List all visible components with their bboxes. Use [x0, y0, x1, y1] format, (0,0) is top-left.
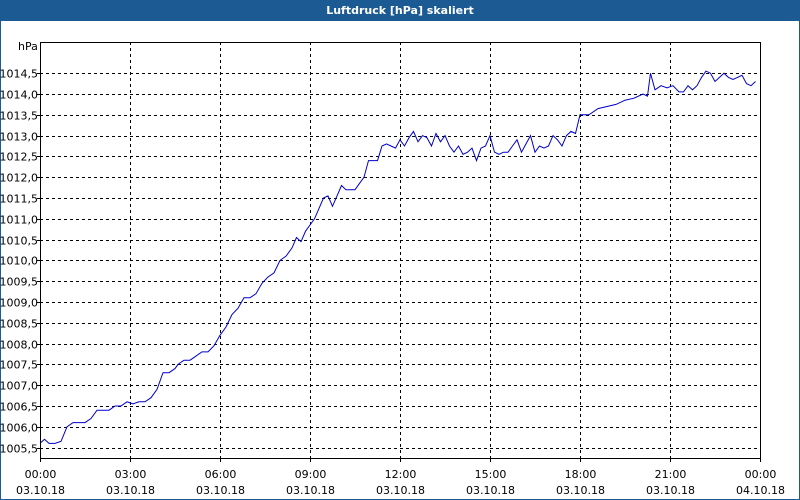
- x-tick-date-label: 04.10.18: [736, 484, 785, 497]
- x-tick-date-label: 03.10.18: [376, 484, 425, 497]
- x-tick-time-label: 00:00: [25, 468, 57, 481]
- x-tick-time-label: 21:00: [655, 468, 687, 481]
- x-tick-time-label: 18:00: [565, 468, 597, 481]
- y-tick-label: 1011,0: [0, 214, 38, 227]
- series-line: [39, 70, 756, 444]
- tick-layer: 1005,5 1006,0 1006,5 1007,0 1007,5 1008,0 1008…: [0, 68, 785, 498]
- x-tick-time-label: 12:00: [385, 468, 417, 481]
- chart-title: Luftdruck [hPa] skaliert: [1, 1, 799, 21]
- y-tick-label: 1007,5: [0, 359, 38, 372]
- x-tick-date-label: 03.10.18: [106, 484, 155, 497]
- y-tick-label: 1010,5: [0, 235, 38, 248]
- plot-border: [40, 42, 761, 459]
- x-tick-time-label: 06:00: [205, 468, 237, 481]
- x-tick-date-label: 03.10.18: [196, 484, 245, 497]
- y-tick-label: 1013,5: [0, 110, 38, 123]
- x-tick-time-label: 00:00: [745, 468, 777, 481]
- y-tick-label: 1012,0: [0, 172, 38, 185]
- x-tick-time-label: 09:00: [295, 468, 327, 481]
- y-tick-label: 1012,5: [0, 151, 38, 164]
- y-tick-label: 1010,0: [0, 255, 38, 268]
- grid-layer: [40, 42, 760, 458]
- y-tick-label: 1014,0: [0, 89, 38, 102]
- y-tick-label: 1007,0: [0, 380, 38, 393]
- x-tick-date-label: 03.10.18: [16, 484, 65, 497]
- y-tick-label: 1009,0: [0, 297, 38, 310]
- y-tick-label: 1008,5: [0, 318, 38, 331]
- y-axis-unit-label: hPa: [18, 40, 38, 53]
- x-tick-date-label: 03.10.18: [286, 484, 335, 497]
- y-tick-label: 1006,5: [0, 401, 38, 414]
- y-tick-label: 1006,0: [0, 422, 38, 435]
- y-tick-label: 1008,0: [0, 339, 38, 352]
- x-tick-time-label: 03:00: [115, 468, 147, 481]
- x-tick-date-label: 03.10.18: [556, 484, 605, 497]
- x-tick-date-label: 03.10.18: [646, 484, 695, 497]
- x-tick-date-label: 03.10.18: [466, 484, 515, 497]
- y-tick-label: 1011,5: [0, 193, 38, 206]
- y-tick-label: 1005,5: [0, 443, 38, 456]
- y-tick-label: 1013,0: [0, 131, 38, 144]
- plot-background: [40, 42, 760, 458]
- x-tick-time-label: 15:00: [475, 468, 507, 481]
- y-tick-label: 1009,5: [0, 276, 38, 289]
- y-tick-label: 1014,5: [0, 68, 38, 81]
